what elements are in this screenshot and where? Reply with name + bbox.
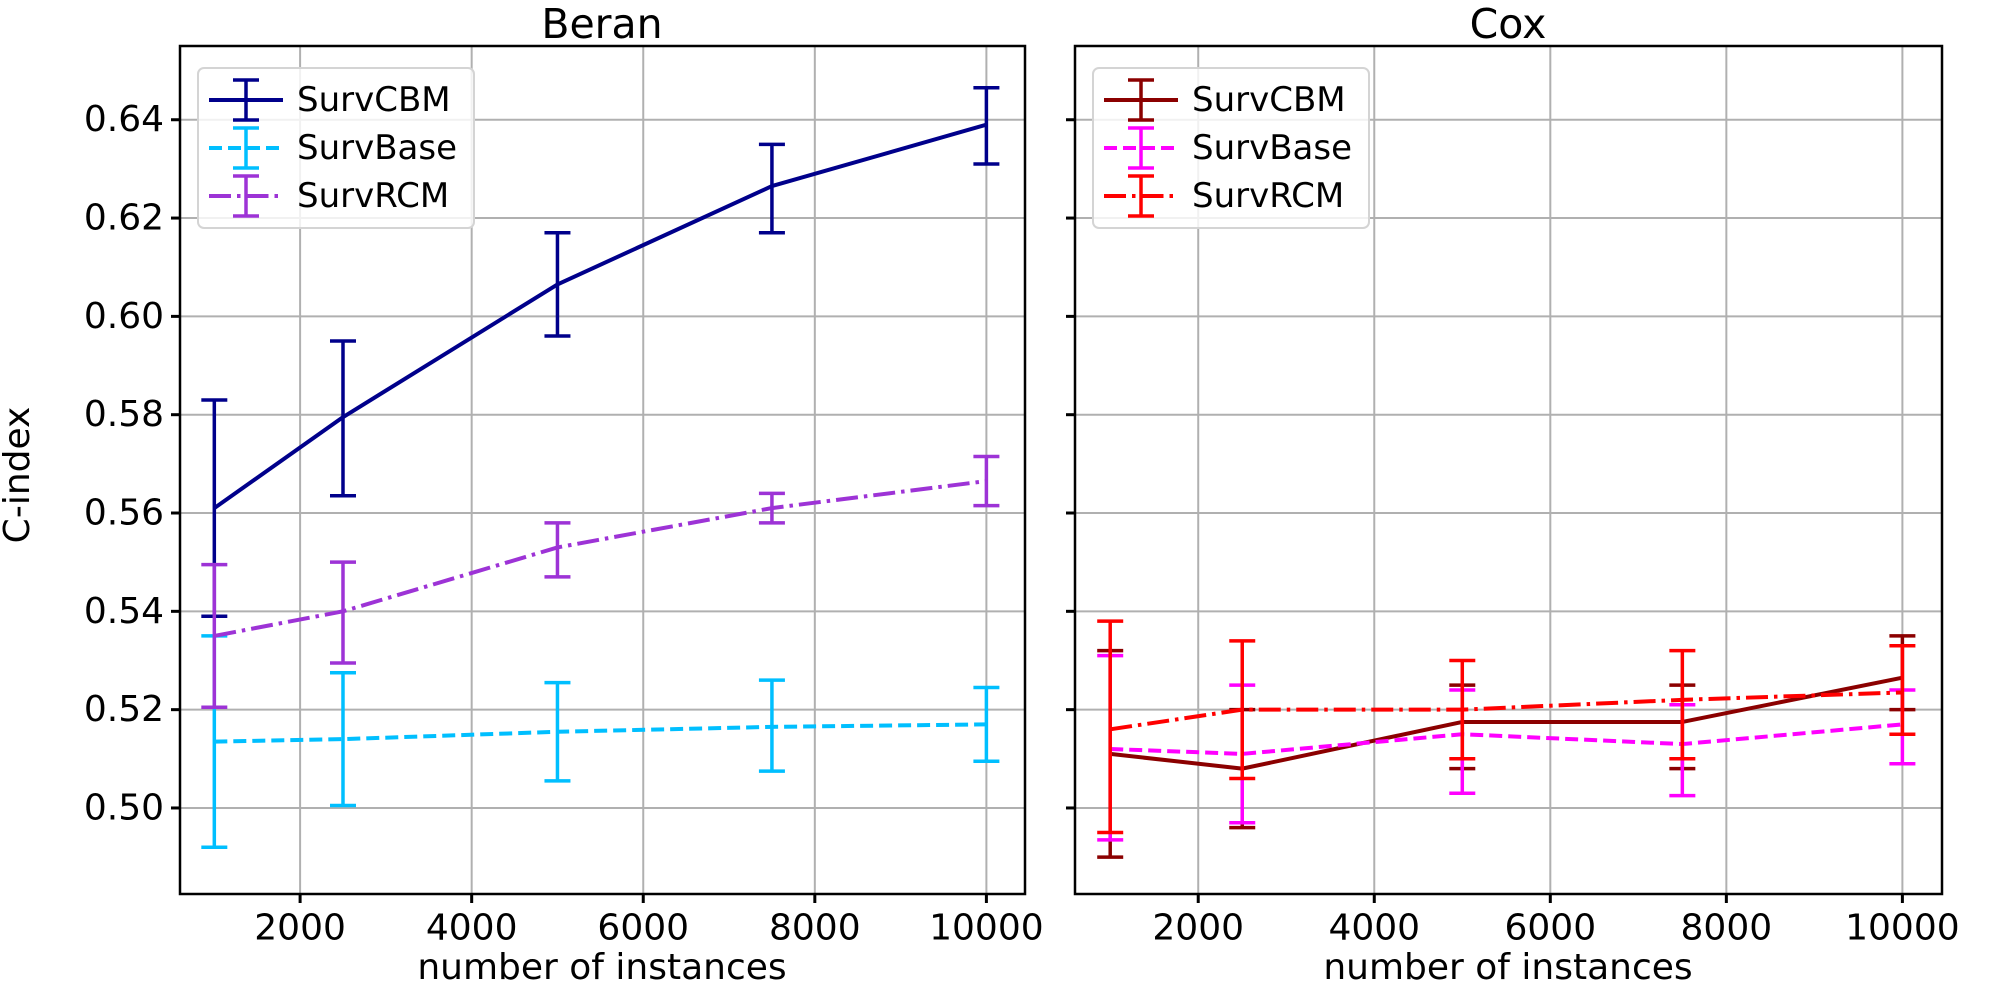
svg-text:0.50: 0.50 xyxy=(84,787,164,828)
svg-text:6000: 6000 xyxy=(597,908,689,949)
legend-entry-survcbm: SurvCBM xyxy=(1104,76,1352,124)
legend-label: SurvBase xyxy=(1192,128,1353,168)
errorbar-line-icon xyxy=(1104,174,1178,218)
beran-title: Beran xyxy=(541,0,663,48)
svg-text:8000: 8000 xyxy=(1681,908,1773,949)
errorbar-line-icon xyxy=(1104,78,1178,122)
legend-label: SurvCBM xyxy=(297,80,451,120)
svg-text:8000: 8000 xyxy=(769,908,861,949)
legend-entry-survcbm: SurvCBM xyxy=(209,76,457,124)
svg-text:2000: 2000 xyxy=(254,908,346,949)
svg-text:10000: 10000 xyxy=(1845,908,1960,949)
svg-text:0.56: 0.56 xyxy=(84,493,164,534)
svg-text:6000: 6000 xyxy=(1504,908,1596,949)
errorbar-line-icon xyxy=(209,174,283,218)
svg-text:0.62: 0.62 xyxy=(84,198,164,239)
legend-label: SurvRCM xyxy=(297,176,450,216)
cox-legend: SurvCBM SurvBase SurvRCM xyxy=(1092,67,1371,229)
svg-text:4000: 4000 xyxy=(426,908,518,949)
svg-text:0.58: 0.58 xyxy=(84,394,164,435)
legend-entry-survbase: SurvBase xyxy=(1104,124,1352,172)
svg-text:10000: 10000 xyxy=(929,908,1044,949)
legend-label: SurvCBM xyxy=(1192,80,1346,120)
svg-text:0.60: 0.60 xyxy=(84,296,164,337)
svg-text:0.64: 0.64 xyxy=(84,99,164,140)
errorbar-line-icon xyxy=(209,126,283,170)
errorbar-line-icon xyxy=(209,78,283,122)
svg-text:4000: 4000 xyxy=(1328,908,1420,949)
cox-title: Cox xyxy=(1469,0,1547,48)
legend-label: SurvBase xyxy=(297,128,458,168)
svg-text:0.54: 0.54 xyxy=(84,591,164,632)
beran-y-axis-label: C-index xyxy=(0,406,38,544)
svg-text:2000: 2000 xyxy=(1152,908,1244,949)
legend-entry-survrcm: SurvRCM xyxy=(1104,172,1352,220)
legend-entry-survbase: SurvBase xyxy=(209,124,457,172)
beran-legend: SurvCBM SurvBase SurvRCM xyxy=(197,67,476,229)
svg-text:0.52: 0.52 xyxy=(84,689,164,730)
beran-x-axis-label: number of instances xyxy=(417,947,787,988)
cox-x-axis-label: number of instances xyxy=(1323,947,1693,988)
legend-label: SurvRCM xyxy=(1192,176,1345,216)
legend-entry-survrcm: SurvRCM xyxy=(209,172,457,220)
errorbar-line-icon xyxy=(1104,126,1178,170)
